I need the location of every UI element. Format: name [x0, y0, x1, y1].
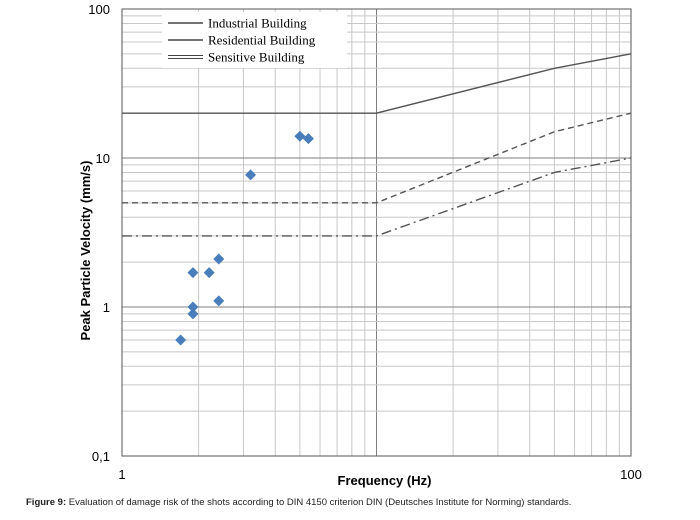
x-tick-label: 1 — [118, 467, 125, 482]
x-tick-label: 100 — [620, 467, 642, 482]
legend-label: Residential Building — [208, 33, 316, 48]
data-point — [203, 267, 215, 279]
figure-caption: Figure 9: Evaluation of damage risk of t… — [26, 497, 696, 508]
threshold-line — [122, 112, 632, 204]
data-point — [213, 253, 225, 265]
y-tick-label: 0,1 — [92, 449, 110, 464]
y-tick-label: 100 — [88, 2, 110, 17]
data-point — [187, 301, 199, 313]
data-point — [213, 295, 225, 307]
threshold-line — [122, 157, 632, 237]
caption-text: Evaluation of damage risk of the shots a… — [66, 497, 572, 508]
data-point — [302, 133, 314, 145]
plot-frame — [121, 8, 632, 457]
legend: Industrial Building Residential Building S… — [162, 12, 347, 68]
legend-label: Industrial Building — [208, 16, 307, 31]
data-point — [187, 267, 199, 279]
data-point — [245, 169, 257, 181]
y-tick-label: 10 — [96, 151, 110, 166]
data-point — [175, 334, 187, 346]
y-tick-label: 1 — [103, 300, 110, 315]
data-point — [294, 130, 306, 142]
caption-label: Figure 9: — [26, 497, 67, 508]
tick-labels: 0,1 1 10 100 1 100 — [88, 2, 642, 482]
chart: 0,1 1 10 100 1 100 Industrial Building Residen… — [78, 2, 642, 488]
threshold-lines — [122, 53, 632, 237]
legend-label: Sensitive Building — [208, 50, 305, 65]
data-points — [175, 130, 314, 346]
data-point — [187, 308, 199, 320]
y-axis-label: Peak Particle Velocity (mm/s) — [78, 161, 93, 341]
threshold-line — [122, 53, 632, 114]
grid-lines — [122, 9, 631, 456]
x-axis-label: Frequency (Hz) — [338, 473, 432, 488]
